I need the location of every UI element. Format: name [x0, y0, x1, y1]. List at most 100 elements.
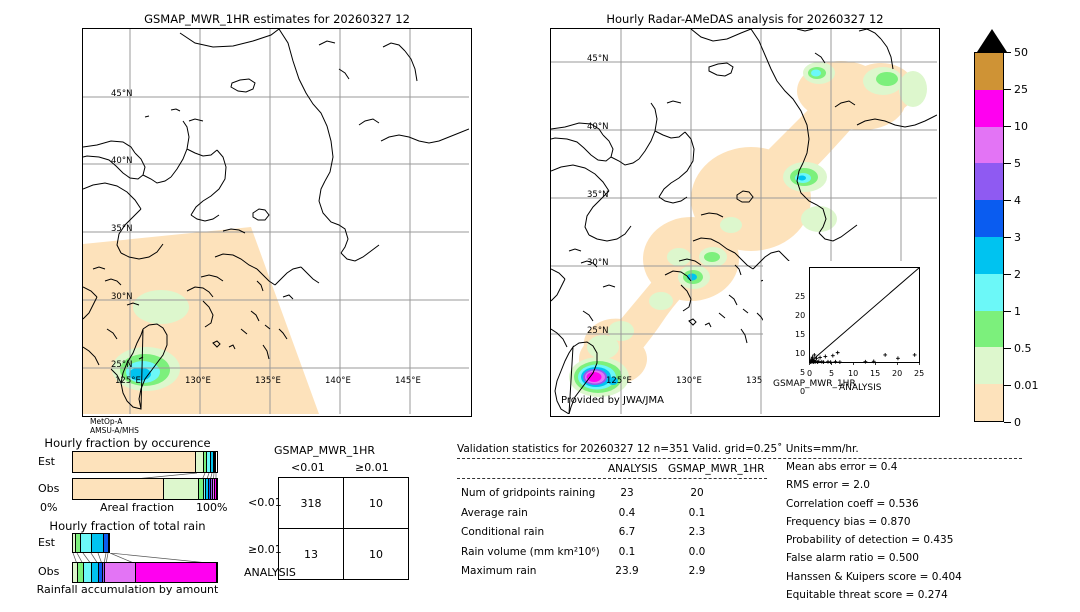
validation-score-line: Correlation coeff = 0.536 [786, 497, 919, 510]
colorbar-arrow [977, 29, 1007, 52]
occurrence-axis-left: 0% [40, 501, 58, 514]
validation-row-label: Num of gridpoints raining [461, 487, 596, 499]
scatter-point [821, 360, 826, 365]
scatter-xtick-10: 10 [848, 369, 859, 378]
bar-segment-0 [73, 563, 79, 582]
left-lat-label-40: 40°N [111, 156, 133, 166]
bar-segment-6 [215, 452, 217, 472]
scatter-point [823, 354, 828, 359]
colorbar-label-25: 25 [1014, 83, 1028, 96]
satellite-source-line2: AMSU-A/MHS [90, 426, 139, 435]
contingency-table[interactable]: 318 10 13 10 [278, 477, 409, 580]
colorbar-segment-6 [975, 273, 1003, 311]
colorbar-label-0: 0 [1014, 416, 1021, 429]
colorbar-tick-5 [1004, 237, 1011, 238]
scatter-ytick-5: 5 [800, 368, 806, 377]
colorbar-segment-3 [975, 163, 1003, 201]
colorbar-tick-3 [1004, 163, 1011, 164]
accumulation-est-bar[interactable] [72, 533, 110, 553]
validation-row-analysis: 0.1 [618, 545, 636, 558]
scatter-point [863, 359, 868, 364]
colorbar[interactable]: 50 25 10 5 4 3 2 1 0.5 0.01 0 [968, 28, 1068, 429]
scatter-point [896, 356, 900, 361]
bar-segment-3 [91, 563, 99, 582]
scatter-ytick-0: 0 [800, 387, 806, 396]
left-lat-label-35: 35°N [111, 224, 133, 234]
bar-segment-6 [211, 479, 214, 499]
left-map-canvas [83, 29, 469, 414]
bar-segment-0 [73, 452, 197, 472]
colorbar-tick-10 [1004, 422, 1011, 423]
right-lon-label-130: 130°E [676, 376, 702, 386]
validation-score-line: False alarm ratio = 0.500 [786, 552, 919, 565]
precip-cell-blue [129, 367, 151, 381]
validation-row-analysis: 23.9 [615, 565, 639, 577]
scatter-xlabel: ANALYSIS [839, 383, 882, 393]
validation-row-analysis: 6.7 [618, 526, 636, 538]
colorbar-label-0.01: 0.01 [1014, 379, 1039, 392]
right-map[interactable]: 45°N 40°N 35°N 30°N 25°N 125°E 130°E 135… [550, 28, 940, 417]
validation-col2-header: GSMAP_MWR_1HR [668, 463, 765, 475]
colorbar-tick-7 [1004, 311, 1011, 312]
validation-row: Num of gridpoints raining 23 20 [457, 487, 767, 507]
occurrence-axis-center: Areal fraction [100, 501, 175, 514]
scatter-ytick-15: 15 [795, 330, 806, 339]
validation-row-gsmap: 0.0 [688, 545, 706, 558]
scatter-point [837, 360, 842, 365]
bar-segment-1 [76, 534, 82, 552]
left-map[interactable]: 45°N 40°N 35°N 30°N 25°N 125°E 130°E 135… [82, 28, 472, 417]
colorbar-tick-2 [1004, 126, 1011, 127]
validation-row-analysis: 0.4 [618, 506, 636, 519]
occurrence-obs-bar[interactable] [72, 478, 218, 500]
bar-segment-3 [203, 479, 207, 499]
bar-segment-2 [81, 534, 93, 552]
colorbar-tick-9 [1004, 385, 1011, 386]
bar-segment-0 [73, 479, 164, 499]
colorbar-tick-1 [1004, 89, 1011, 90]
coastlines [83, 29, 469, 410]
bar-segment-1 [163, 479, 199, 499]
occurrence-est-bar[interactable] [72, 451, 218, 473]
validation-score-line: Mean abs error = 0.4 [786, 461, 898, 473]
scatter-ticks [809, 267, 920, 365]
left-lon-label-125: 125°E [115, 376, 141, 386]
scatter-ytick-20: 20 [795, 311, 806, 320]
contingency-col-label-0: <0.01 [291, 461, 325, 474]
accumulation-caption: Rainfall accumulation by amount [36, 583, 219, 596]
bar-segment-1 [196, 452, 205, 472]
colorbar-segment-7 [975, 310, 1003, 348]
colorbar-label-3: 3 [1014, 231, 1021, 244]
contingency-cell-10: 13 [278, 528, 344, 580]
right-panel-title: Hourly Radar-AMeDAS analysis for 2026032… [606, 12, 884, 26]
coastlines [551, 29, 937, 414]
validation-rows: Num of gridpoints raining 23 20 Average rai… [457, 487, 767, 585]
left-lon-label-140: 140°E [325, 376, 351, 386]
scatter-point [830, 353, 835, 358]
right-lat-label-40: 40°N [587, 122, 609, 132]
colorbar-label-5: 5 [1014, 157, 1021, 170]
scatter-points [809, 350, 917, 365]
occurrence-est-label: Est [38, 455, 55, 468]
scatter-inset[interactable]: GSMAP_MWR_1HR 25 20 15 10 [763, 261, 937, 414]
validation-score-line: Hanssen & Kuipers score = 0.404 [786, 570, 962, 583]
scatter-point [883, 353, 888, 357]
bar-segment-5 [209, 479, 212, 499]
validation-score-line: Frequency bias = 0.870 [786, 515, 911, 528]
accumulation-obs-bar[interactable] [72, 562, 218, 583]
bar-segment-1 [78, 563, 84, 582]
validation-row-label: Maximum rain [461, 565, 537, 577]
validation-row: Average rain 0.4 0.1 [457, 507, 767, 527]
scatter-point [810, 355, 815, 360]
table-row: 13 10 [278, 528, 409, 580]
colorbar-tick-4 [1004, 200, 1011, 201]
validation-score-line: Probability of detection = 0.435 [786, 534, 954, 547]
accumulation-est-label: Est [38, 536, 55, 549]
map-credit: Provided by JWA/JMA [561, 395, 664, 406]
validation-row: Conditional rain 6.7 2.3 [457, 526, 767, 546]
validation-row-label: Average rain [461, 506, 528, 519]
validation-score-line: RMS error = 2.0 [786, 479, 870, 492]
bar-segment-8 [214, 479, 217, 499]
table-row: 318 10 [278, 477, 409, 529]
colorbar-segment-8 [975, 347, 1003, 385]
validation-row-gsmap: 20 [690, 487, 704, 499]
